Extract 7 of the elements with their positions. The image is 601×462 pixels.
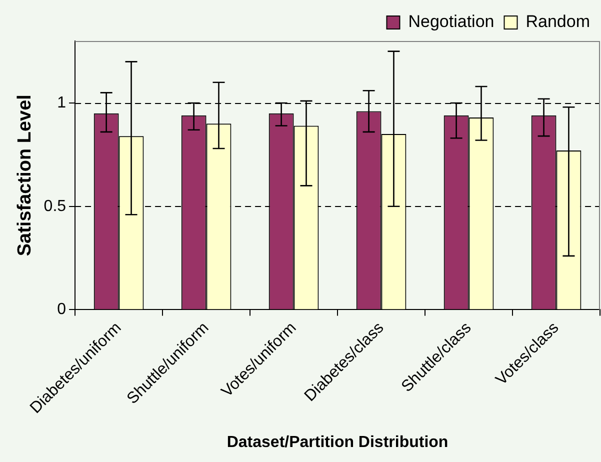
legend-label: Random (526, 12, 590, 32)
y-tick-label: 0.5 (44, 198, 66, 215)
legend-label: Negotiation (408, 12, 494, 32)
y-tick-label: 1 (57, 94, 66, 112)
y-tick-label: 0 (57, 301, 66, 318)
y-axis-title: Satisfaction Level (14, 94, 36, 256)
x-axis-title: Dataset/Partition Distribution (226, 434, 448, 451)
